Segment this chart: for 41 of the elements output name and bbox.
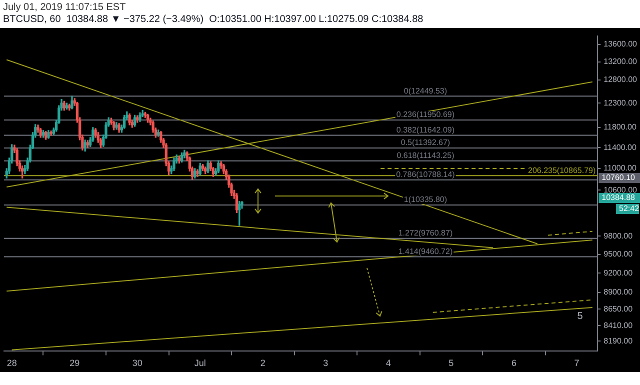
y-tick-label: 11800.00 <box>604 122 637 132</box>
text: 10384.88 <box>602 193 636 202</box>
x-tick-label: 29 <box>70 358 80 368</box>
y-tick-label: 9800.00 <box>604 231 634 240</box>
text: 10760.10 <box>602 173 636 182</box>
x-tick-label: 6 <box>511 358 516 368</box>
ref-line-label: 0.382(11642.09) <box>396 126 455 135</box>
ref-line-label: 0(12449.53) <box>404 86 448 96</box>
y-tick-label: 8410.00 <box>604 320 634 330</box>
x-tick-label: 4 <box>386 358 391 368</box>
y-tick-label: 9500.00 <box>604 249 634 258</box>
ref-line-label: 206.235(10865.79) <box>528 166 596 175</box>
y-tick-label: 13200.00 <box>604 57 638 66</box>
y-tick-label: 12800.00 <box>604 75 638 84</box>
x-tick-label: 3 <box>323 358 328 368</box>
y-tick-label: 12300.00 <box>604 98 638 108</box>
x-tick-label: Jul <box>194 358 206 368</box>
y-tick-label: 8900.00 <box>604 288 634 297</box>
text: 52:42 <box>619 204 640 214</box>
chart-subtitle: July 01, 2019 11:07:15 EST <box>3 2 126 13</box>
x-tick-label: 30 <box>132 358 142 368</box>
chart-title: BTCUSD, 60 10384.88 ▼ −375.22 (−3.49%) O:10351.00 H:10397.00 L:10275.09 C:10384.88 <box>3 14 424 25</box>
ref-line-label: 0.236(11950.69) <box>396 110 455 120</box>
y-tick-label: 9200.00 <box>604 268 634 278</box>
ref-line-label: 0.786(10788.14) <box>396 170 456 180</box>
x-tick-label: 2 <box>260 358 266 368</box>
y-tick-label: 11400.00 <box>604 142 637 152</box>
y-tick-label: 10600.00 <box>604 185 638 194</box>
y-tick-label: 8650.00 <box>604 304 634 314</box>
y-tick-label: 8190.00 <box>604 336 634 346</box>
x-tick-label: 5 <box>448 358 454 368</box>
annotation: 5 <box>577 310 584 322</box>
x-tick-label: 7 <box>574 358 580 368</box>
ref-line-label: 1.272(9760.87) <box>398 228 453 238</box>
y-tick-label: 11000.00 <box>604 164 637 173</box>
ref-line-label: 1(10335.80) <box>404 195 448 204</box>
ref-line-label: 0.618(11143.25) <box>396 151 455 160</box>
ref-line-label: 0.5(11392.67) <box>400 138 450 148</box>
x-tick-label: 28 <box>6 358 17 368</box>
ref-line-label: 1.414(9460.72) <box>398 246 453 256</box>
y-tick-label: 13600.00 <box>604 40 638 49</box>
